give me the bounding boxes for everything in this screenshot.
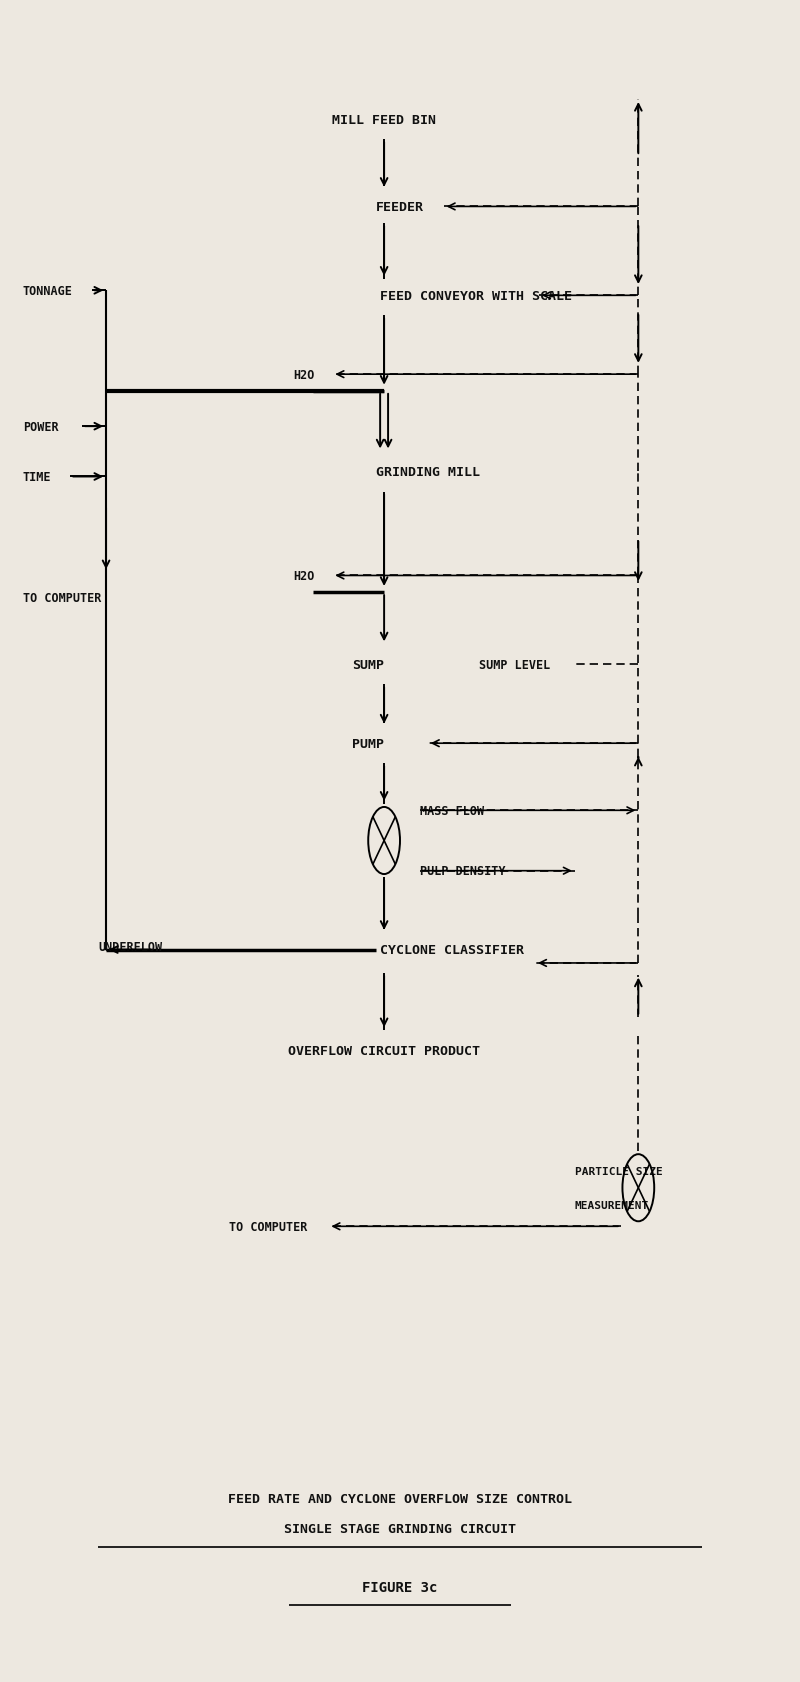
Text: H2O: H2O	[293, 368, 314, 382]
Text: FEED CONVEYOR WITH SCALE: FEED CONVEYOR WITH SCALE	[380, 289, 572, 303]
Text: GRINDING MILL: GRINDING MILL	[376, 466, 480, 479]
Text: TONNAGE: TONNAGE	[22, 284, 73, 298]
Text: UNDERFLOW: UNDERFLOW	[98, 940, 162, 954]
Text: PULP DENSITY: PULP DENSITY	[420, 865, 506, 878]
Text: CYCLONE CLASSIFIER: CYCLONE CLASSIFIER	[380, 944, 524, 957]
Text: MILL FEED BIN: MILL FEED BIN	[332, 114, 436, 126]
Text: FIGURE 3c: FIGURE 3c	[362, 1579, 438, 1595]
Text: MEASUREMENT: MEASUREMENT	[574, 1199, 649, 1209]
Text: SUMP: SUMP	[352, 658, 384, 671]
Text: OVERFLOW CIRCUIT PRODUCT: OVERFLOW CIRCUIT PRODUCT	[288, 1045, 480, 1056]
Text: FEEDER: FEEDER	[376, 200, 424, 214]
Text: PARTICLE SIZE: PARTICLE SIZE	[574, 1166, 662, 1176]
Text: TO COMPUTER: TO COMPUTER	[22, 592, 101, 604]
Text: TIME: TIME	[22, 471, 51, 484]
Text: FEED RATE AND CYCLONE OVERFLOW SIZE CONTROL: FEED RATE AND CYCLONE OVERFLOW SIZE CONT…	[228, 1492, 572, 1505]
Text: POWER: POWER	[22, 420, 58, 434]
Text: H2O: H2O	[293, 570, 314, 582]
Text: TO COMPUTER: TO COMPUTER	[229, 1219, 307, 1233]
Text: MASS FLOW: MASS FLOW	[420, 804, 484, 817]
Text: SINGLE STAGE GRINDING CIRCUIT: SINGLE STAGE GRINDING CIRCUIT	[284, 1522, 516, 1536]
Text: SUMP LEVEL: SUMP LEVEL	[479, 658, 550, 671]
Text: PUMP: PUMP	[352, 737, 384, 750]
